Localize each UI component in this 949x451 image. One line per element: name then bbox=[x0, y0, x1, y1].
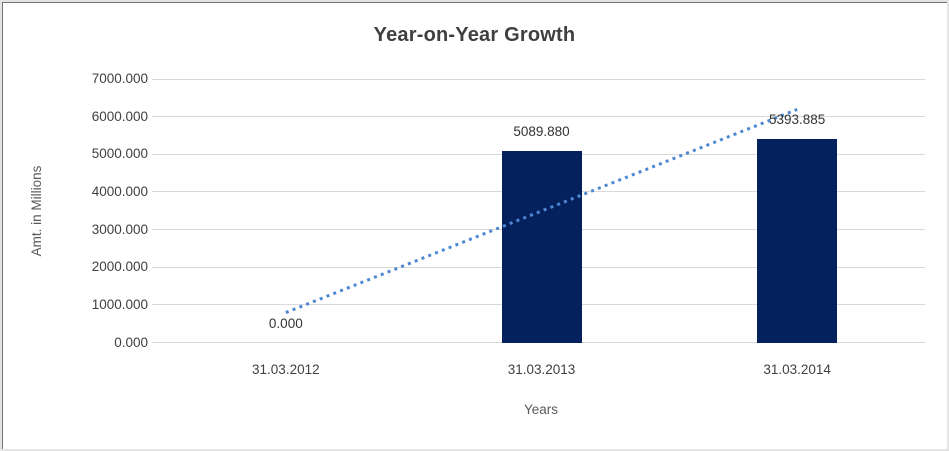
y-axis-tick-label: 6000.000 bbox=[91, 108, 148, 124]
y-axis-tick-label: 0.000 bbox=[114, 334, 148, 350]
bar-data-label: 0.000 bbox=[268, 315, 303, 331]
y-axis-title: Amt. in Millions bbox=[29, 165, 44, 257]
bar-data-label: 5089.880 bbox=[513, 123, 570, 139]
gridline bbox=[152, 78, 925, 80]
y-axis-tick-label: 1000.000 bbox=[91, 296, 148, 312]
bar-data-label: 5393.885 bbox=[769, 112, 826, 128]
y-axis-tick-label: 5000.000 bbox=[91, 146, 148, 162]
x-axis-title: Years bbox=[523, 402, 559, 417]
bar bbox=[757, 139, 838, 343]
gridline bbox=[152, 342, 925, 344]
y-axis-tick-label: 3000.000 bbox=[91, 221, 148, 237]
y-axis-tick-label: 2000.000 bbox=[91, 259, 148, 275]
chart-title: Year-on-Year Growth bbox=[373, 24, 576, 46]
y-axis-tick-label: 4000.000 bbox=[91, 183, 148, 199]
y-axis-tick-label: 7000.000 bbox=[91, 71, 148, 86]
x-axis-tick-label: 31.03.2013 bbox=[507, 361, 576, 377]
x-axis-tick-label: 31.03.2012 bbox=[252, 361, 320, 377]
bar bbox=[501, 150, 582, 343]
x-axis-tick-label: 31.03.2014 bbox=[763, 361, 831, 377]
